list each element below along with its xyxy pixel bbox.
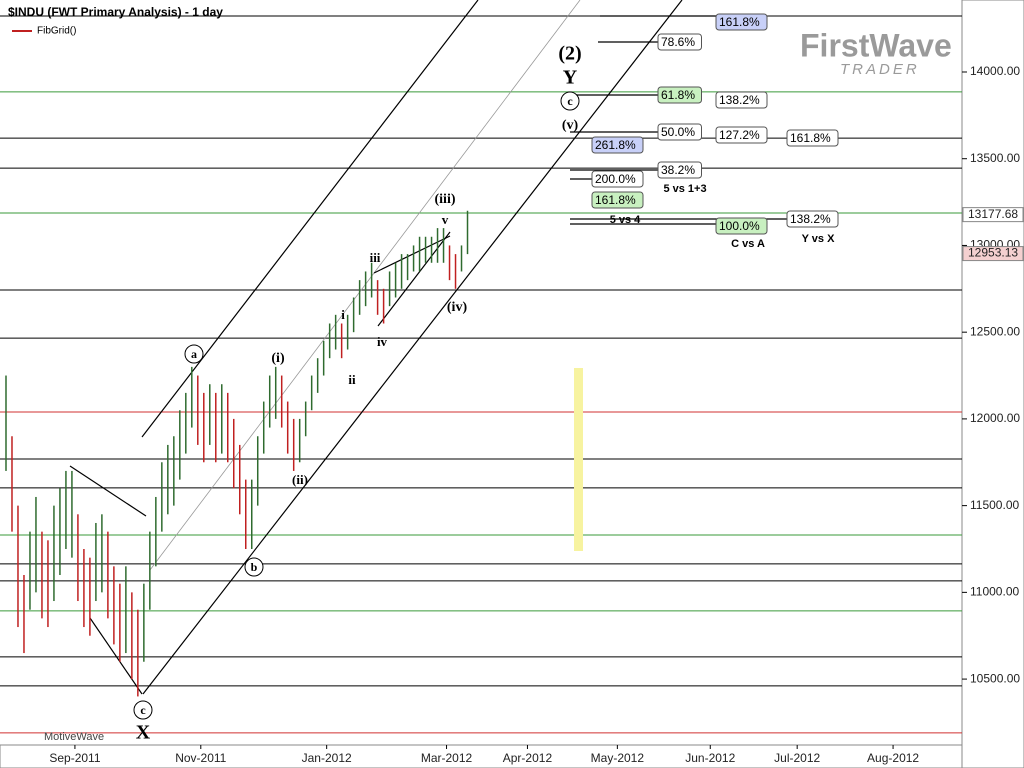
wave-label: a [191, 347, 197, 361]
fib-label-box [591, 136, 644, 154]
channel-line [141, 0, 479, 438]
wave-label: c [140, 703, 146, 717]
y-tick-label: 13500.00 [970, 151, 1020, 165]
fib-label: 61.8% [661, 88, 695, 102]
x-tick-label: May-2012 [591, 751, 645, 765]
wave-circle [244, 557, 264, 577]
fib-label-box [715, 217, 768, 235]
wave-label: (iv) [447, 300, 468, 315]
wave-label: iii [370, 250, 381, 265]
y-tick-label: 12000.00 [970, 411, 1020, 425]
time-axis [0, 744, 963, 768]
price-label-box [962, 207, 1024, 223]
y-tick-label: 12500.00 [970, 324, 1020, 338]
note: 5 vs 4 [610, 214, 641, 226]
wave-label: c [567, 94, 573, 108]
wave-label: (iii) [435, 192, 456, 207]
wave-circle [560, 91, 580, 111]
note: Y vs X [802, 233, 835, 245]
wave-label: i [341, 307, 345, 322]
fib-label-box [591, 191, 644, 209]
fib-label: 50.0% [661, 125, 695, 139]
channel-line [142, 0, 683, 695]
fib-label-box [715, 126, 768, 144]
trend-line [69, 465, 147, 517]
legend-item: FibGrid() [37, 26, 76, 37]
y-tick-label: 10500.00 [970, 671, 1020, 685]
wave-label: Y [563, 67, 578, 89]
x-tick-label: Mar-2012 [421, 751, 473, 765]
price-label: 13177.68 [968, 207, 1018, 221]
time-zone [574, 368, 583, 551]
wave-circle [133, 700, 153, 720]
x-tick-label: Nov-2011 [175, 751, 226, 765]
fib-label: 161.8% [790, 131, 831, 145]
x-tick-label: Aug-2012 [867, 751, 919, 765]
x-tick-label: Jul-2012 [774, 751, 820, 765]
logo: FirstWave [800, 27, 952, 63]
fib-label-box [715, 91, 768, 109]
footer: MotiveWave [44, 731, 104, 743]
fib-label-box [591, 170, 644, 188]
note: C vs A [731, 238, 765, 250]
fib-label-box [657, 33, 702, 51]
y-tick-label: 14000.00 [970, 64, 1020, 78]
x-tick-label: Jun-2012 [685, 751, 735, 765]
plot-bg [0, 0, 962, 745]
fib-label: 161.8% [719, 15, 760, 29]
x-tick-label: Apr-2012 [503, 751, 553, 765]
fib-label: 78.6% [661, 35, 695, 49]
fib-label: 138.2% [719, 93, 760, 107]
price-label: 12953.13 [968, 246, 1018, 260]
fib-label-box [786, 210, 839, 228]
fib-label-box [786, 129, 839, 147]
wave-label: (ii) [292, 472, 308, 487]
wave-label: iv [377, 334, 388, 349]
wave-label: X [136, 722, 151, 744]
fib-label-box [657, 86, 702, 104]
fib-label: 138.2% [790, 212, 831, 226]
fib-label-box [657, 161, 702, 179]
fib-label: 261.8% [595, 138, 636, 152]
fib-label-box [715, 13, 768, 31]
y-tick-label: 11500.00 [970, 498, 1019, 512]
fib-label: 200.0% [595, 172, 636, 186]
annotations: 161.8% 78.6% 61.8% 138.2% 50.0% 127.2% 161.8% 2… [133, 13, 839, 744]
fib-label: 100.0% [719, 219, 760, 233]
wave-label: (v) [562, 118, 579, 133]
fib-label: 127.2% [719, 128, 760, 142]
logo-sub: TRADER [840, 61, 920, 78]
price-axis [961, 0, 1024, 768]
wave-circle [184, 344, 204, 364]
wave-label: ii [348, 372, 356, 387]
x-tick-label: Jan-2012 [302, 751, 352, 765]
fib-label: 161.8% [595, 193, 636, 207]
wave-label: (i) [271, 351, 285, 366]
chart-title: $INDU (FWT Primary Analysis) - 1 day [8, 5, 223, 19]
price-label-box [962, 246, 1024, 262]
bars [5, 210, 469, 697]
wave-label: (2) [558, 43, 581, 65]
y-tick-label: 11000.00 [970, 585, 1019, 599]
trend-line [89, 617, 143, 695]
wave-label: b [251, 560, 258, 574]
fib-label-box [657, 123, 702, 141]
wave-label: v [442, 212, 449, 227]
note: 5 vs 1+3 [663, 183, 706, 195]
fib-label: 38.2% [661, 163, 695, 177]
x-tick-label: Sep-2011 [49, 751, 100, 765]
